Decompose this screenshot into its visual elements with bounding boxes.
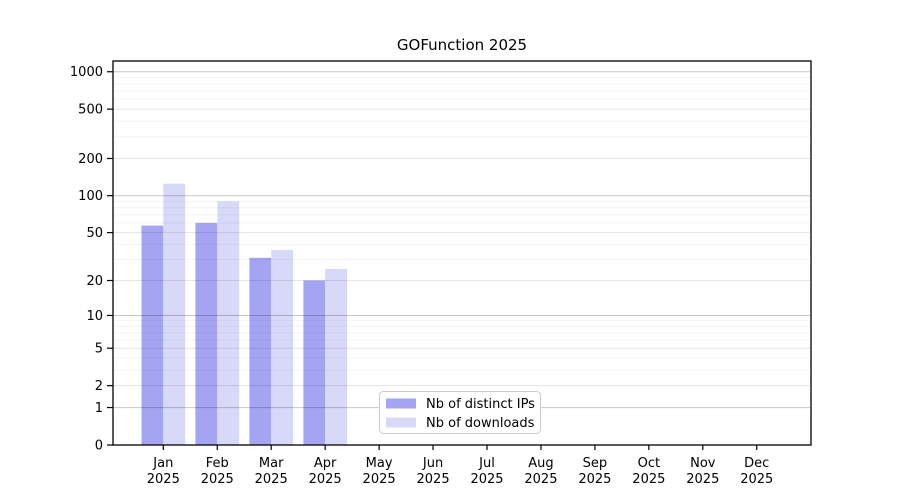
x-tick-label-sep-year: 2025 (578, 472, 611, 487)
x-tick-label-aug: Aug (528, 456, 553, 471)
x-tick-label-oct: Oct (638, 456, 660, 471)
chart-title: GOFunction 2025 (396, 36, 528, 54)
legend-label-nb-of-distinct-ips: Nb of distinct IPs (426, 397, 535, 412)
x-tick-label-nov-year: 2025 (686, 472, 719, 487)
y-tick-label-1000: 1000 (70, 65, 103, 80)
x-tick-label-may: May (366, 456, 393, 471)
x-tick-label-mar-year: 2025 (255, 472, 288, 487)
x-tick-label-nov: Nov (690, 456, 716, 471)
legend-swatch-nb-of-distinct-ips (386, 398, 416, 409)
y-tick-label-100: 100 (78, 189, 103, 204)
legend: Nb of distinct IPs Nb of downloads (379, 391, 541, 434)
bar-nb-of-distinct-ips-feb (195, 222, 218, 445)
legend-label-nb-of-downloads: Nb of downloads (426, 416, 535, 431)
y-tick-label-200: 200 (78, 152, 103, 167)
x-tick-label-jul-year: 2025 (470, 472, 503, 487)
x-tick-label-jul: Jul (478, 456, 495, 471)
x-tick-label-dec: Dec (744, 456, 769, 471)
plot-frame (112, 60, 812, 446)
bar-nb-of-distinct-ips-apr (303, 280, 326, 445)
x-tick-label-jun: Jun (422, 456, 443, 471)
x-tick-label-jan-year: 2025 (147, 472, 180, 487)
y-tick-label-0: 0 (95, 439, 103, 454)
bar-nb-of-distinct-ips-mar (249, 257, 272, 445)
x-tick-label-may-year: 2025 (363, 472, 396, 487)
x-tick-label-apr: Apr (314, 456, 337, 471)
x-tick-label-feb: Feb (206, 456, 229, 471)
x-tick-label-mar: Mar (259, 456, 284, 471)
legend-box (379, 391, 541, 434)
bar-nb-of-downloads-apr (325, 269, 347, 445)
bar-nb-of-downloads-jan (163, 183, 186, 445)
x-tick-label-aug-year: 2025 (524, 472, 557, 487)
y-tick-label-1: 1 (95, 401, 103, 416)
x-tick-label-feb-year: 2025 (201, 472, 234, 487)
y-tick-label-500: 500 (78, 103, 103, 118)
y-tick-label-10: 10 (86, 309, 103, 324)
x-tick-label-oct-year: 2025 (632, 472, 665, 487)
x-tick-label-jun-year: 2025 (417, 472, 450, 487)
x-tick-label-dec-year: 2025 (740, 472, 773, 487)
y-tick-label-2: 2 (95, 379, 103, 394)
x-tick-label-sep: Sep (583, 456, 608, 471)
legend-swatch-nb-of-downloads (386, 417, 416, 428)
y-tick-label-20: 20 (86, 274, 103, 289)
bar-nb-of-distinct-ips-jan (141, 225, 164, 445)
bar-nb-of-downloads-feb (217, 201, 240, 445)
bars-group (141, 183, 347, 445)
y-tick-label-50: 50 (86, 226, 103, 241)
y-tick-label-5: 5 (95, 342, 103, 357)
axes-group: 01251020501002005001000Jan2025Feb2025Mar… (70, 65, 773, 487)
x-tick-label-jan: Jan (152, 456, 173, 471)
x-tick-label-apr-year: 2025 (309, 472, 342, 487)
bar-nb-of-downloads-mar (271, 249, 293, 445)
